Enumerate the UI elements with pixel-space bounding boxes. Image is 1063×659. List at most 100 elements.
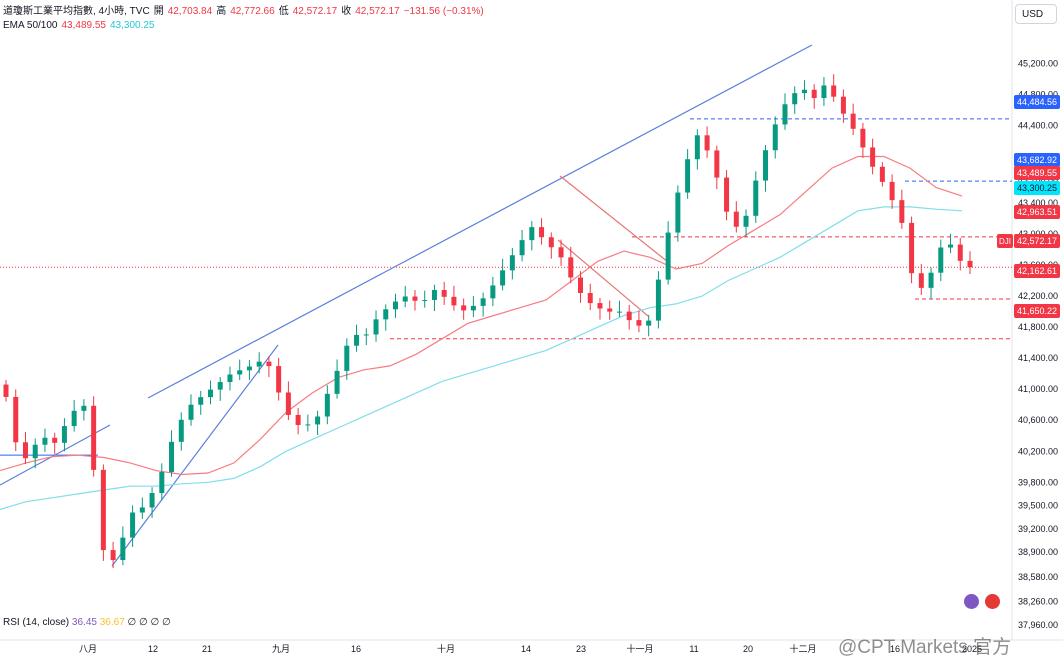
candle-body [470,305,476,311]
y-tick-label: 41,000.00 [1018,384,1058,394]
candle-body [237,370,243,375]
candle-body [792,93,798,105]
candle-body [441,289,447,297]
rsi-placeholders: ∅ ∅ ∅ ∅ [127,617,171,628]
candle-body [636,320,642,326]
candle-body [957,244,963,261]
x-tick-label: 12 [148,644,158,654]
candle-body [500,270,506,286]
candle-body [811,89,817,99]
candle-body [91,405,97,470]
x-tick-label: 16 [890,644,900,654]
candle-body [71,410,77,427]
price-tag [1014,264,1060,278]
y-tick-label: 37,960.00 [1018,620,1058,630]
candle-body [100,469,106,551]
candle-body [276,366,282,393]
candle-body [451,296,457,306]
y-tick-label: 45,200.00 [1018,58,1058,68]
candle-body [685,159,691,193]
candle-body [13,396,19,443]
candle-body [344,345,350,371]
candle-body [519,240,525,256]
price-tag [1014,95,1060,109]
y-tick-label: 39,800.00 [1018,477,1058,487]
candle-body [714,150,720,178]
symbol-tag [997,234,1013,248]
candle-body [626,311,632,321]
candle-body [188,404,194,420]
candle-body [899,200,905,223]
candle-body [782,104,788,125]
candle-body [120,537,126,561]
currency-button[interactable]: USD [1015,4,1057,24]
candle-body [256,361,262,367]
candle-body [169,441,175,473]
price-tag-label: 43,682.92 [1017,155,1057,165]
price-tag [1014,166,1060,180]
candle-body [324,393,330,417]
candle-body [412,296,418,301]
candle-body [207,389,213,398]
candle-body [655,279,661,321]
lightning-icon[interactable] [964,594,979,609]
chart-legend-ohlc: 道瓊斯工業平均指數, 4小時, TVC 開 42,703.84 高 42,772.66 低… [3,6,488,18]
open-value: 42,703.84 [167,6,213,17]
ema-legend: EMA 50/100 43,489.55 43,300.25 [3,20,158,32]
candle-body [392,301,398,310]
candle-body [61,426,67,443]
candle-body [938,247,944,273]
candle-body [480,298,486,306]
y-tick-label: 40,200.00 [1018,446,1058,456]
price-tag-label: 42,963.51 [1017,207,1057,217]
ema50-value: 43,489.55 [61,20,106,31]
candle-body [52,437,58,443]
y-tick-label: 44,800.00 [1018,89,1058,99]
candle-body [227,374,233,383]
candle-body [22,442,28,459]
y-tick-label: 41,800.00 [1018,322,1058,332]
candle-body [110,550,116,561]
candle-body [139,507,145,513]
candle-body [918,273,924,288]
flag-icon[interactable] [985,594,1000,609]
candle-body [3,384,9,397]
open-label: 開 [153,6,164,17]
x-tick-label: 十一月 [626,643,653,654]
price-tag [1014,304,1060,318]
y-tick-label: 40,600.00 [1018,415,1058,425]
candle-body [363,334,369,336]
candle-body [422,300,428,302]
x-tick-label: 十二月 [789,643,816,654]
candle-body [490,285,496,299]
x-tick-label: 23 [576,644,586,654]
trend-line [111,344,279,567]
candle-body [539,227,545,238]
x-tick-label: 20 [743,644,753,654]
ema100-line [0,206,963,510]
candle-body [81,405,87,411]
candle-body [305,424,311,426]
candle-body [266,361,272,367]
candle-body [587,293,593,304]
candle-body [889,181,895,201]
high-value: 42,772.66 [230,6,275,17]
rsi-value: 36.45 [71,617,97,628]
candle-body [665,232,671,280]
low-label: 低 [278,6,289,17]
price-tag-label: 43,300.25 [1017,183,1057,193]
y-tick-label: 38,580.00 [1018,572,1058,582]
y-tick-label: 38,260.00 [1018,597,1058,607]
high-label: 高 [216,6,227,17]
y-tick-label: 42,200.00 [1018,291,1058,301]
candle-body [509,255,515,271]
candle-body [315,416,321,425]
x-tick-label: 2025 [962,644,982,654]
x-tick-label: 九月 [272,644,290,654]
rsi-ma-value: 36.67 [99,617,125,628]
channel-line [559,175,669,263]
candle-body [431,289,437,301]
candle-body [772,124,778,151]
symbol-tag-label: DJI [999,237,1011,246]
